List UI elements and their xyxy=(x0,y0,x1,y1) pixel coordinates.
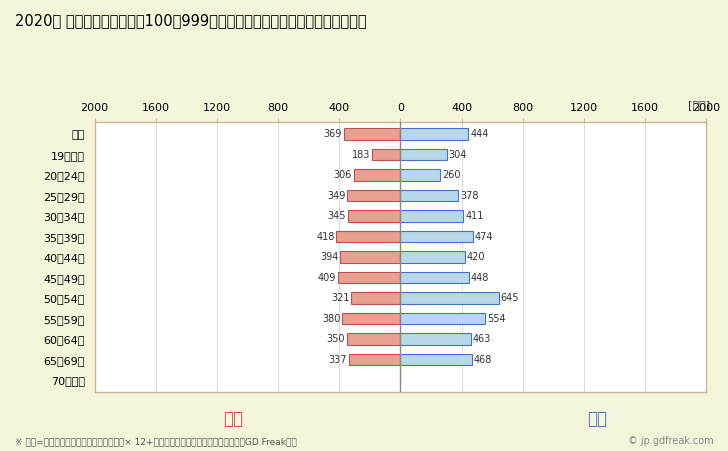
Text: 418: 418 xyxy=(316,231,335,242)
Bar xyxy=(344,129,400,140)
Bar xyxy=(400,211,463,222)
Bar xyxy=(347,333,400,345)
Bar xyxy=(336,231,400,242)
Bar xyxy=(354,170,400,181)
Text: 645: 645 xyxy=(501,293,519,303)
Text: 394: 394 xyxy=(320,252,339,262)
Text: 304: 304 xyxy=(448,150,467,160)
Bar xyxy=(400,333,471,345)
Text: 男性: 男性 xyxy=(587,410,607,428)
Text: 474: 474 xyxy=(475,231,493,242)
Bar xyxy=(352,292,400,304)
Bar xyxy=(400,313,485,324)
Bar xyxy=(400,149,447,160)
Bar xyxy=(400,170,440,181)
Bar xyxy=(400,252,464,262)
Text: 345: 345 xyxy=(328,211,346,221)
Text: 463: 463 xyxy=(473,334,491,344)
Text: 女性: 女性 xyxy=(223,410,243,428)
Bar xyxy=(400,292,499,304)
Bar xyxy=(400,190,458,201)
Bar xyxy=(340,252,400,262)
Text: 411: 411 xyxy=(465,211,483,221)
Text: ※ 年収=「きまって支給する現金給与額」× 12+「年間賞与その他特別給与額」としてGD Freak推計: ※ 年収=「きまって支給する現金給与額」× 12+「年間賞与その他特別給与額」と… xyxy=(15,437,296,446)
Bar xyxy=(373,149,400,160)
Bar xyxy=(400,231,473,242)
Text: 409: 409 xyxy=(317,272,336,283)
Text: 260: 260 xyxy=(442,170,461,180)
Text: 468: 468 xyxy=(474,354,492,364)
Text: 337: 337 xyxy=(328,354,347,364)
Text: 380: 380 xyxy=(322,313,341,323)
Bar xyxy=(400,354,472,365)
Text: 420: 420 xyxy=(467,252,485,262)
Bar xyxy=(400,129,468,140)
Text: 2020年 民間企業（従業者数100～999人）フルタイム労働者の男女別平均年収: 2020年 民間企業（従業者数100～999人）フルタイム労働者の男女別平均年収 xyxy=(15,14,366,28)
Text: 554: 554 xyxy=(487,313,505,323)
Bar xyxy=(338,272,400,283)
Text: 448: 448 xyxy=(471,272,489,283)
Text: 183: 183 xyxy=(352,150,371,160)
Text: 444: 444 xyxy=(470,129,488,139)
Text: 321: 321 xyxy=(331,293,349,303)
Text: 350: 350 xyxy=(327,334,345,344)
Text: © jp.gdfreak.com: © jp.gdfreak.com xyxy=(628,437,713,446)
Bar xyxy=(342,313,400,324)
Bar xyxy=(348,211,400,222)
Bar xyxy=(347,190,400,201)
Text: 369: 369 xyxy=(324,129,342,139)
Text: 306: 306 xyxy=(333,170,352,180)
Bar xyxy=(400,272,469,283)
Text: 349: 349 xyxy=(327,191,345,201)
Text: [万円]: [万円] xyxy=(688,101,710,110)
Text: 378: 378 xyxy=(460,191,478,201)
Bar xyxy=(349,354,400,365)
